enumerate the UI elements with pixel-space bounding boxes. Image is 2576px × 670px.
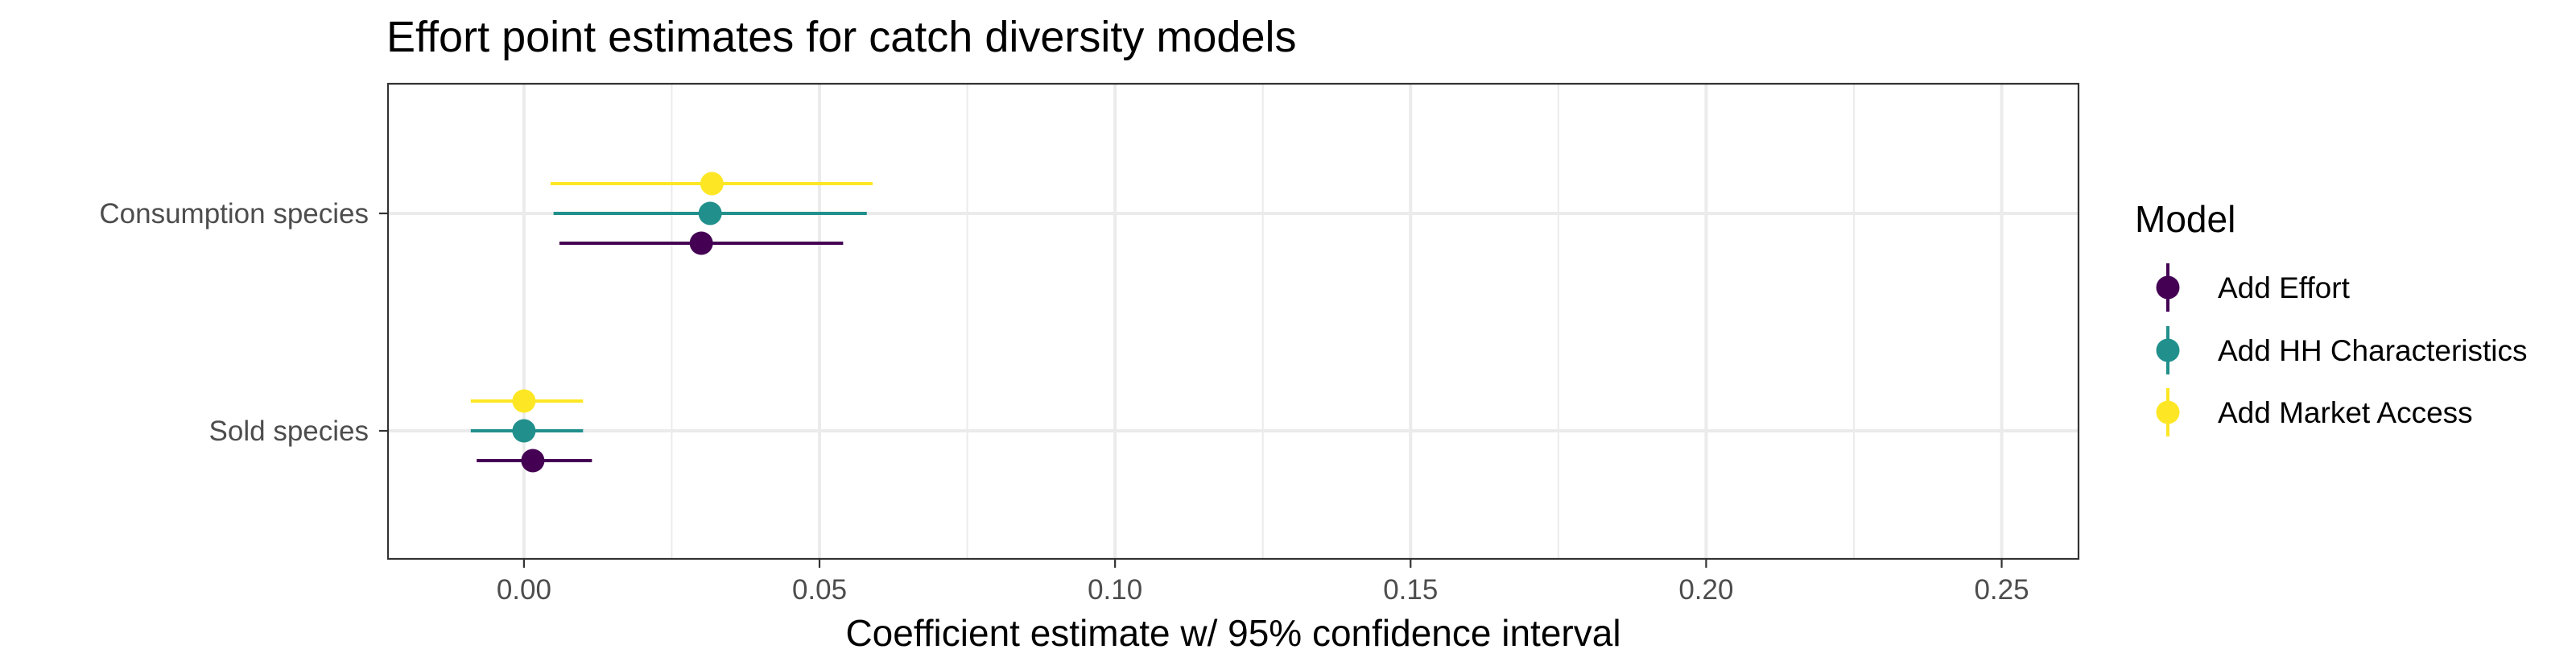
y-tick-label: Consumption species [99,198,369,230]
axes-layer: 0.00 0.05 0.10 0.15 0.20 0.25 Consumption spec… [99,198,2029,606]
point-estimate [512,419,536,443]
panel-background [388,84,2079,559]
y-tick-label: Sold species [209,416,369,447]
x-tick-label: 0.15 [1383,574,1438,606]
x-tick-label: 0.05 [792,574,847,606]
x-tick-label: 0.20 [1678,574,1733,606]
chart-title: Effort point estimates for catch diversi… [386,13,1296,61]
legend-label: Add HH Characteristics [2218,334,2528,367]
legend-label: Add Market Access [2218,396,2473,429]
marks-layer [470,172,873,473]
panel-border [386,82,2080,560]
x-tick-label: 0.25 [1974,574,2029,606]
x-axis-title: Coefficient estimate w/ 95% confidence i… [845,612,1620,654]
legend-key-point [2156,338,2180,362]
legend-key-point [2156,400,2180,424]
point-estimate [700,172,724,196]
legend-title: Model [2135,198,2235,240]
x-tick-label: 0.00 [497,574,551,606]
point-estimate [521,449,545,473]
legend-label: Add Effort [2218,271,2351,304]
point-estimate [698,201,722,225]
legend-key-point [2156,275,2180,300]
grid-layer [388,84,2079,559]
point-estimate [512,389,536,413]
x-tick-label: 0.10 [1088,574,1142,606]
point-estimate [689,231,713,255]
legend-items: Add Effort Add HH Characteristics Add Mark… [2156,263,2528,436]
